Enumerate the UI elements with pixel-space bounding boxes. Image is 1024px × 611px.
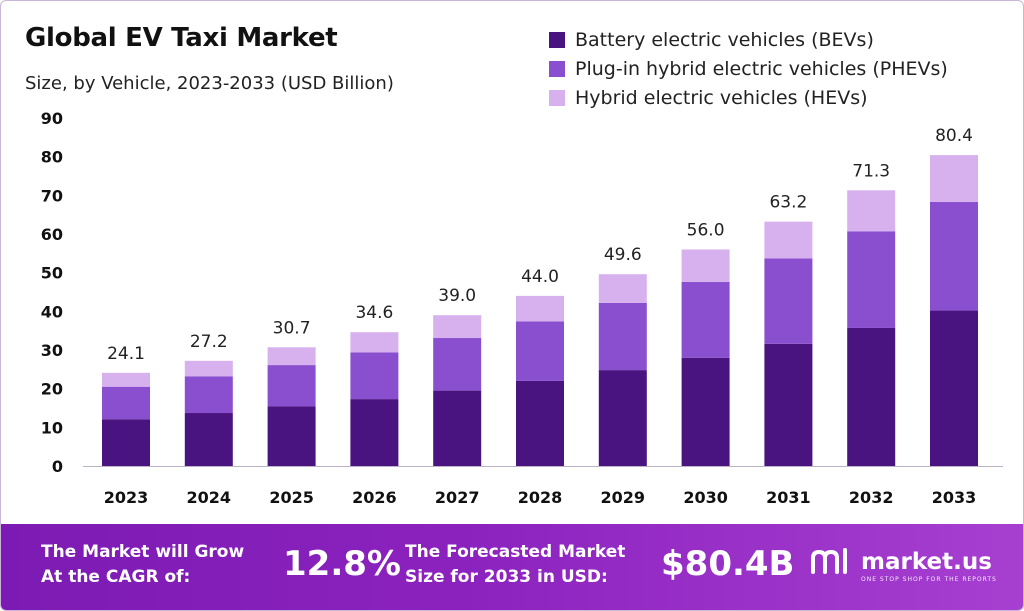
bar-segment-phev — [184, 376, 233, 414]
legend-label: Hybrid electric vehicles (HEVs) — [575, 86, 868, 109]
x-tick-label: 2023 — [104, 488, 149, 507]
bar-segment-hev — [267, 347, 316, 366]
bar-segment-phev — [516, 321, 564, 381]
y-tick-label: 0 — [52, 457, 63, 476]
legend-swatch — [549, 60, 565, 77]
bar-total-label: 49.6 — [604, 245, 642, 265]
bar-segment-phev — [764, 258, 813, 344]
bar-total-label: 30.7 — [273, 318, 311, 338]
cagr-value: 12.8% — [283, 544, 401, 584]
y-tick-label: 80 — [41, 148, 63, 167]
bar-total-label: 71.3 — [852, 161, 890, 181]
bar-segment-phev — [433, 338, 482, 391]
bar-total-label: 56.0 — [687, 220, 725, 240]
bar-total-label: 39.0 — [438, 286, 476, 306]
brand[interactable]: market.us — [809, 546, 992, 578]
brand-name: market.us — [861, 549, 992, 575]
chart-subtitle: Size, by Vehicle, 2023-2033 (USD Billion… — [25, 73, 394, 94]
forecast-value: $80.4B — [661, 544, 795, 584]
bar-segment-hev — [598, 274, 647, 303]
bar-segment-hev — [764, 221, 813, 259]
y-tick-label: 20 — [41, 380, 63, 399]
bar-segment-hev — [433, 315, 482, 339]
bar-segment-bev — [350, 399, 399, 466]
x-tick-label: 2025 — [269, 488, 314, 507]
bar-segment-hev — [184, 360, 233, 377]
x-tick-label: 2024 — [187, 488, 232, 507]
y-tick-label: 60 — [41, 225, 63, 244]
x-tick-label: 2031 — [766, 488, 811, 507]
bar-segment-bev — [847, 327, 896, 466]
legend-item: Plug-in hybrid electric vehicles (PHEVs) — [549, 54, 948, 83]
legend-swatch — [549, 89, 565, 106]
forecast-label-line2: Size for 2033 in USD: — [405, 567, 608, 587]
bar-total-label: 44.0 — [521, 267, 559, 287]
bar-segment-hev — [681, 249, 730, 282]
legend-item: Battery electric vehicles (BEVs) — [549, 25, 948, 54]
bar-total-label: 63.2 — [769, 193, 807, 213]
bar-segment-bev — [598, 370, 647, 466]
bar-segment-bev — [930, 310, 978, 466]
bar-segment-phev — [267, 365, 316, 407]
bar-segment-bev — [102, 419, 150, 466]
bar-segment-phev — [681, 281, 730, 358]
x-tick-label: 2033 — [932, 488, 977, 507]
bar-segment-bev — [433, 390, 482, 466]
forecast-label: The Forecasted Market Size for 2033 in U… — [405, 540, 625, 590]
bar-segment-bev — [764, 343, 813, 466]
legend-label: Battery electric vehicles (BEVs) — [575, 28, 874, 51]
y-tick-label: 90 — [41, 109, 63, 128]
bar-segment-phev — [598, 302, 647, 371]
x-tick-label: 2032 — [849, 488, 894, 507]
bar-segment-bev — [267, 406, 316, 466]
legend-label: Plug-in hybrid electric vehicles (PHEVs) — [575, 57, 948, 80]
forecast-label-line1: The Forecasted Market — [405, 542, 626, 562]
y-tick-label: 50 — [41, 264, 63, 283]
brand-tagline: ONE STOP SHOP FOR THE REPORTS — [861, 576, 997, 583]
bar-segment-hev — [930, 155, 978, 202]
chart-title: Global EV Taxi Market — [25, 23, 338, 53]
cagr-label-line2: At the CAGR of: — [41, 567, 191, 587]
bar-segment-phev — [102, 386, 150, 420]
bar-segment-bev — [184, 413, 233, 466]
legend-swatch — [549, 31, 565, 48]
y-tick-label: 30 — [41, 341, 63, 360]
x-tick-label: 2027 — [435, 488, 480, 507]
x-tick-label: 2028 — [518, 488, 563, 507]
bar-segment-bev — [516, 380, 564, 466]
x-tick-label: 2026 — [352, 488, 397, 507]
legend: Battery electric vehicles (BEVs) Plug-in … — [549, 25, 948, 112]
bar-total-label: 80.4 — [935, 126, 973, 146]
bar-total-label: 27.2 — [190, 332, 228, 352]
bar-segment-bev — [681, 357, 730, 466]
footer-banner: The Market will Grow At the CAGR of: 12.… — [1, 524, 1023, 610]
bar-segment-hev — [102, 372, 150, 387]
bar-total-label: 34.6 — [355, 303, 393, 323]
x-tick-label: 2029 — [601, 488, 646, 507]
market-us-logo-icon — [811, 548, 847, 574]
x-tick-label: 2030 — [683, 488, 728, 507]
bar-segment-phev — [930, 201, 978, 311]
cagr-label-line1: The Market will Grow — [41, 542, 245, 562]
bar-segment-hev — [350, 332, 399, 353]
bar-total-label: 24.1 — [107, 344, 145, 364]
y-tick-label: 40 — [41, 302, 63, 321]
bar-segment-hev — [516, 295, 564, 322]
legend-item: Hybrid electric vehicles (HEVs) — [549, 83, 948, 112]
y-tick-label: 70 — [41, 186, 63, 205]
bar-segment-phev — [847, 231, 896, 328]
bar-segment-phev — [350, 352, 399, 400]
bar-segment-hev — [847, 190, 896, 232]
y-tick-label: 10 — [41, 418, 63, 437]
bar-chart: 010203040506070809024.1202327.2202430.72… — [41, 109, 1003, 507]
cagr-label: The Market will Grow At the CAGR of: — [41, 540, 244, 590]
